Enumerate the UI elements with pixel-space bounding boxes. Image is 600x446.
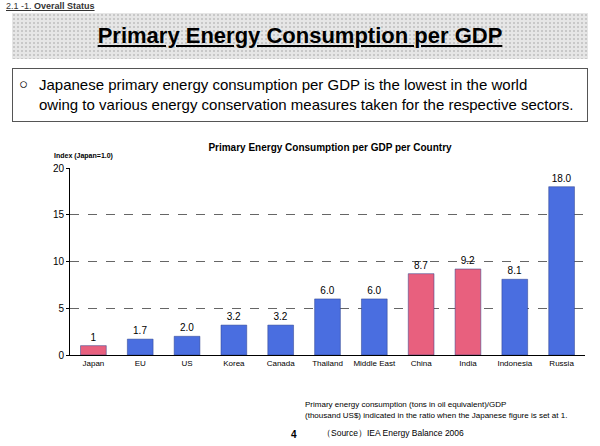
svg-text:18.0: 18.0: [552, 173, 572, 184]
svg-text:EU: EU: [135, 359, 146, 368]
svg-text:US: US: [181, 359, 192, 368]
svg-text:0: 0: [58, 350, 64, 361]
svg-text:Korea: Korea: [223, 359, 245, 368]
svg-text:2.0: 2.0: [180, 322, 194, 333]
svg-text:Canada: Canada: [267, 359, 296, 368]
svg-text:Index (Japan=1.0): Index (Japan=1.0): [54, 152, 113, 160]
svg-text:8.7: 8.7: [414, 260, 428, 271]
html-text:（Source）IEA Energy Balance 200: （Source）IEA Energy Balance 2006: [322, 428, 464, 438]
svg-text:20: 20: [53, 163, 65, 174]
svg-text:India: India: [459, 359, 477, 368]
svg-text:5: 5: [58, 303, 64, 314]
svg-text:1.7: 1.7: [133, 325, 147, 336]
html-text:4: 4: [291, 429, 297, 440]
html-text:Primary energy consumption (to: Primary energy consumption (tons in oil …: [305, 400, 507, 409]
svg-text:1: 1: [90, 332, 96, 343]
svg-text:Primary Energy Consumption per: Primary Energy Consumption per GDP per C…: [208, 142, 452, 153]
svg-text:6.0: 6.0: [367, 285, 381, 296]
html-text:2.1 -1. Overall Status: 2.1 -1. Overall Status: [6, 1, 95, 11]
html-text:Primary Energy Consumption per: Primary Energy Consumption per GDP: [97, 23, 503, 48]
svg-text:Indonesia: Indonesia: [497, 359, 532, 368]
svg-text:Middle East: Middle East: [353, 359, 396, 368]
html-text:Japanese primary energy consum: Japanese primary energy consumption per …: [39, 76, 528, 93]
svg-text:Japan: Japan: [83, 359, 105, 368]
svg-text:6.0: 6.0: [320, 285, 334, 296]
svg-text:15: 15: [53, 209, 65, 220]
svg-text:3.2: 3.2: [227, 311, 241, 322]
svg-text:9.2: 9.2: [461, 255, 475, 266]
svg-text:8.1: 8.1: [508, 265, 522, 276]
svg-text:Russia: Russia: [549, 359, 574, 368]
svg-text:10: 10: [53, 256, 65, 267]
html-text:owing to various energy conser: owing to various energy conservation mea…: [39, 96, 574, 113]
svg-text:Thailand: Thailand: [312, 359, 343, 368]
svg-text:China: China: [411, 359, 432, 368]
svg-text:3.2: 3.2: [274, 311, 288, 322]
html-text:(thousand US$) indicated in th: (thousand US$) indicated in the ratio wh…: [305, 411, 568, 420]
